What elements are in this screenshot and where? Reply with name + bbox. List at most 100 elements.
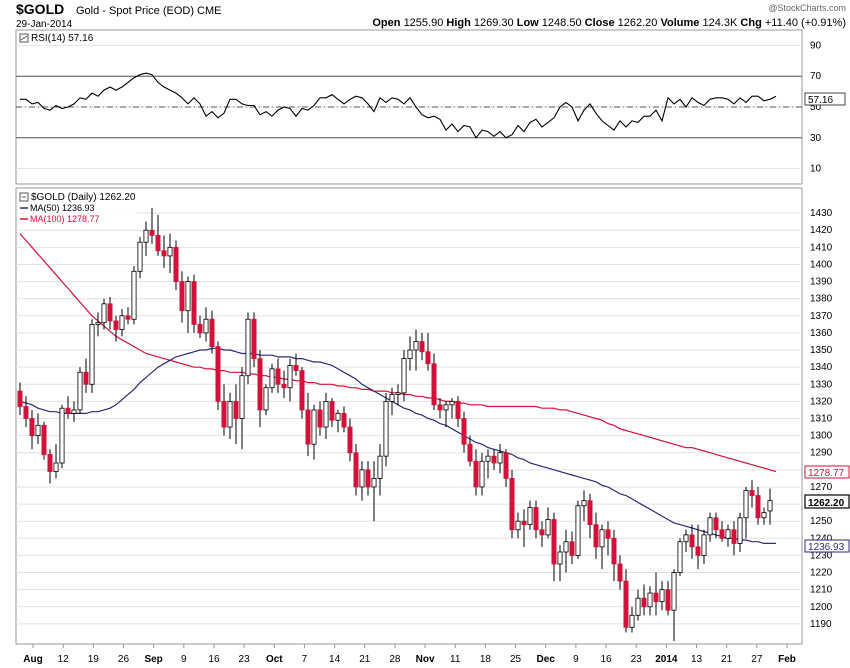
rsi-legend: RSI(14) 57.16 xyxy=(31,33,94,44)
price-candle xyxy=(755,486,761,525)
price-candle xyxy=(299,367,305,419)
price-candle xyxy=(473,449,479,496)
price-tick-label: 1190 xyxy=(810,619,832,630)
price-candle xyxy=(659,581,665,611)
price-candle xyxy=(305,392,311,457)
rsi-tick-label: 30 xyxy=(810,133,822,144)
price-candle xyxy=(707,512,713,542)
price-candle xyxy=(431,353,437,410)
price-candle xyxy=(275,358,281,393)
price-candle xyxy=(653,572,659,616)
price-candle xyxy=(749,480,755,508)
price-tick-label: 1200 xyxy=(810,602,833,613)
price-tick-label: 1380 xyxy=(810,294,833,305)
price-legend-icon xyxy=(19,192,29,202)
svg-text:1262.20: 1262.20 xyxy=(808,498,845,509)
x-tick-label: 25 xyxy=(510,654,522,665)
price-candle xyxy=(23,396,29,428)
x-tick-label: Nov xyxy=(416,654,435,665)
price-candle xyxy=(71,401,77,422)
price-candle xyxy=(407,336,413,371)
price-tick-label: 1360 xyxy=(810,328,833,339)
x-tick-label: 13 xyxy=(691,654,703,665)
price-candle xyxy=(737,512,743,552)
x-tick-label: 23 xyxy=(239,654,251,665)
price-candle xyxy=(227,392,233,440)
rsi-panel: 10 30 50 70 90 RSI(14) 57.16 57.16 xyxy=(15,29,846,185)
price-candle xyxy=(257,350,263,428)
x-tick-label: Dec xyxy=(537,654,556,665)
price-candle xyxy=(731,521,737,556)
price-candle xyxy=(263,384,269,416)
price-candle xyxy=(383,392,389,467)
price-tick-label: 1250 xyxy=(810,516,833,527)
price-candle xyxy=(647,586,653,616)
x-tick-label: Oct xyxy=(266,654,283,665)
price-candle xyxy=(533,500,539,539)
price-tick-label: 1370 xyxy=(810,311,833,322)
price-candle xyxy=(197,315,203,339)
price-candle xyxy=(719,521,725,542)
price-tick-label: 1330 xyxy=(810,379,833,390)
price-candle xyxy=(563,529,569,573)
price-candle xyxy=(77,367,83,414)
price-candle xyxy=(485,449,491,479)
price-candle xyxy=(269,363,275,393)
price-candle xyxy=(125,307,131,325)
price-candle xyxy=(671,569,677,641)
x-tick-label: 21 xyxy=(721,654,733,665)
price-tick-label: 1240 xyxy=(810,533,833,544)
price-candle xyxy=(635,589,641,621)
price-candle xyxy=(29,409,35,450)
price-candle xyxy=(665,581,671,616)
price-candle xyxy=(137,237,143,279)
price-candle xyxy=(173,240,179,291)
x-tick-label: 7 xyxy=(302,654,308,665)
price-candle xyxy=(371,461,377,522)
price-candle xyxy=(107,296,113,330)
price-candle xyxy=(155,214,161,256)
price-candle xyxy=(425,332,431,371)
svg-text:1236.93: 1236.93 xyxy=(808,542,845,553)
symbol-description: Gold - Spot Price (EOD) CME xyxy=(76,5,222,17)
x-tick-label: 16 xyxy=(600,654,612,665)
price-candle xyxy=(185,276,191,333)
price-candle xyxy=(437,397,443,419)
x-tick-label: 9 xyxy=(573,654,579,665)
price-candle xyxy=(569,531,575,564)
price-candle xyxy=(497,444,503,474)
price-candle xyxy=(599,524,605,570)
price-candle xyxy=(233,384,239,445)
price-candle xyxy=(365,461,371,496)
price-tick-label: 1320 xyxy=(810,396,833,407)
price-candle xyxy=(575,500,581,559)
x-tick-label: 19 xyxy=(88,654,100,665)
price-panel: 1190120012101220123012401250126012701280… xyxy=(15,187,850,645)
price-candle xyxy=(59,404,65,469)
ma50-legend: MA(50) 1236.93 xyxy=(30,203,95,213)
x-tick-label: 9 xyxy=(181,654,187,665)
rsi-icon xyxy=(19,33,29,43)
price-tick-label: 1410 xyxy=(810,242,833,253)
x-tick-label: 2014 xyxy=(655,654,678,665)
price-candle xyxy=(89,319,95,393)
x-tick-label: 28 xyxy=(389,654,401,665)
price-candle xyxy=(539,521,545,547)
price-candle xyxy=(245,312,251,385)
price-tick-label: 1220 xyxy=(810,568,833,579)
price-candle xyxy=(35,413,41,445)
price-candle xyxy=(119,308,125,337)
price-tick-label: 1390 xyxy=(810,277,833,288)
price-candle xyxy=(53,444,59,479)
x-tick-label: Aug xyxy=(23,654,42,665)
price-candle xyxy=(401,350,407,402)
price-candle xyxy=(503,449,509,487)
stockcharts-credit: @StockCharts.com xyxy=(768,3,846,13)
price-tick-label: 1420 xyxy=(810,225,833,236)
price-candle xyxy=(461,411,467,453)
ma100-legend: MA(100) 1278.77 xyxy=(30,214,100,224)
price-tick-label: 1340 xyxy=(810,362,833,373)
price-tick-label: 1400 xyxy=(810,259,833,270)
x-tick-label: 21 xyxy=(359,654,371,665)
